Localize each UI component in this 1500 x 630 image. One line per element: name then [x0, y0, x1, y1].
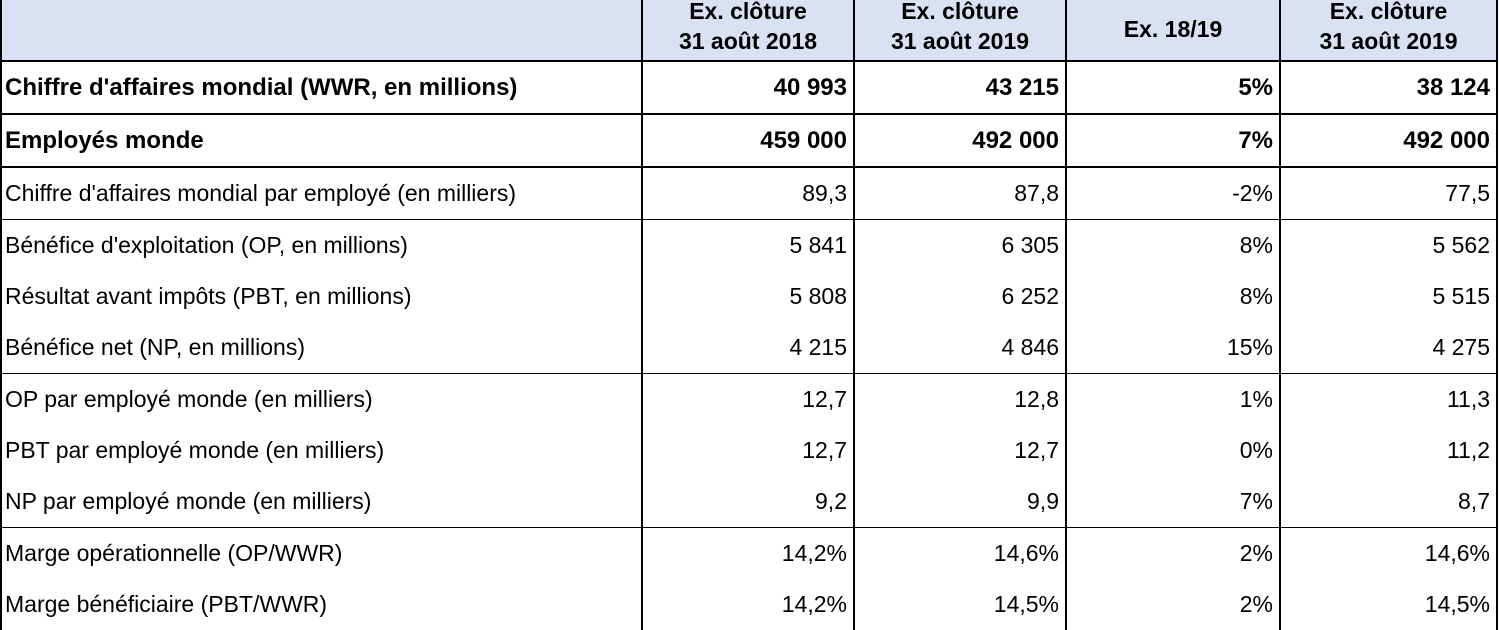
header-col-2: Ex. clôture 31 août 2019 [853, 0, 1067, 62]
row-label: PBT par employé monde (en milliers) [0, 425, 643, 476]
row-value: 15% [1065, 322, 1281, 374]
row-value: 5 808 [641, 271, 855, 322]
row-value: 4 275 [1279, 322, 1498, 374]
row-value: 7% [1065, 114, 1281, 168]
row-value: 5 515 [1279, 271, 1498, 322]
row-value: 5% [1065, 61, 1281, 115]
row-value: 11,2 [1279, 425, 1498, 476]
row-value: 43 215 [853, 61, 1067, 115]
row-label: Bénéfice net (NP, en millions) [0, 322, 643, 374]
header-col-3-line1: Ex. 18/19 [1123, 16, 1223, 42]
header-col-2-line1: Ex. clôture [901, 0, 1019, 24]
row-label: Employés monde [0, 114, 643, 168]
row-value: 2% [1065, 579, 1281, 630]
row-value: 14,5% [853, 579, 1067, 630]
row-value: 4 215 [641, 322, 855, 374]
header-col-2-line2: 31 août 2019 [890, 28, 1030, 54]
table-row: OP par employé monde (en milliers) 12,7 … [0, 373, 1498, 425]
row-label: Marge opérationnelle (OP/WWR) [0, 527, 643, 579]
row-value: 492 000 [1279, 114, 1498, 168]
row-value: 89,3 [641, 167, 855, 220]
header-row: Ex. clôture 31 août 2018 Ex. clôture 31 … [0, 0, 1498, 62]
row-value: 40 993 [641, 61, 855, 115]
row-label: NP par employé monde (en milliers) [0, 476, 643, 528]
row-value: 11,3 [1279, 373, 1498, 425]
row-value: 1% [1065, 373, 1281, 425]
row-value: 5 562 [1279, 219, 1498, 271]
row-value: 12,7 [641, 425, 855, 476]
row-value: 0% [1065, 425, 1281, 476]
row-value: 492 000 [853, 114, 1067, 168]
row-value: 14,6% [853, 527, 1067, 579]
table-row: Bénéfice net (NP, en millions) 4 215 4 8… [0, 322, 1498, 374]
header-label-cell [0, 0, 643, 62]
row-value: 12,8 [853, 373, 1067, 425]
row-value: 14,6% [1279, 527, 1498, 579]
header-col-1: Ex. clôture 31 août 2018 [641, 0, 855, 62]
header-col-1-line1: Ex. clôture [689, 0, 807, 24]
row-value: 9,2 [641, 476, 855, 528]
row-label: Chiffre d'affaires mondial par employé (… [0, 167, 643, 220]
row-value: 5 841 [641, 219, 855, 271]
table-row: Marge bénéficiaire (PBT/WWR) 14,2% 14,5%… [0, 579, 1498, 630]
row-label: Marge bénéficiaire (PBT/WWR) [0, 579, 643, 630]
table-row: Résultat avant impôts (PBT, en millions)… [0, 271, 1498, 322]
row-value: 14,2% [641, 527, 855, 579]
row-value: 8% [1065, 219, 1281, 271]
row-label: Chiffre d'affaires mondial (WWR, en mill… [0, 61, 643, 115]
row-value: 9,9 [853, 476, 1067, 528]
table-row: NP par employé monde (en milliers) 9,2 9… [0, 476, 1498, 528]
header-col-4-line2: 31 août 2019 [1319, 28, 1458, 54]
row-value: 2% [1065, 527, 1281, 579]
row-value: 6 252 [853, 271, 1067, 322]
table-row: Marge opérationnelle (OP/WWR) 14,2% 14,6… [0, 527, 1498, 579]
table-row: Chiffre d'affaires mondial par employé (… [0, 167, 1498, 220]
row-value: -2% [1065, 167, 1281, 220]
table-row: PBT par employé monde (en milliers) 12,7… [0, 425, 1498, 476]
header-col-4-line1: Ex. clôture [1329, 0, 1448, 24]
row-value: 8,7 [1279, 476, 1498, 528]
row-value: 4 846 [853, 322, 1067, 374]
table-row: Employés monde 459 000 492 000 7% 492 00… [0, 114, 1498, 168]
row-value: 12,7 [641, 373, 855, 425]
row-value: 87,8 [853, 167, 1067, 220]
row-value: 6 305 [853, 219, 1067, 271]
row-value: 7% [1065, 476, 1281, 528]
row-label: Bénéfice d'exploitation (OP, en millions… [0, 219, 643, 271]
header-col-3: Ex. 18/19 [1065, 0, 1281, 62]
table-row: Bénéfice d'exploitation (OP, en millions… [0, 219, 1498, 271]
header-col-4: Ex. clôture 31 août 2019 [1279, 0, 1498, 62]
row-value: 77,5 [1279, 167, 1498, 220]
header-col-1-line2: 31 août 2018 [678, 28, 818, 54]
row-value: 14,2% [641, 579, 855, 630]
row-value: 459 000 [641, 114, 855, 168]
row-label: Résultat avant impôts (PBT, en millions) [0, 271, 643, 322]
row-label: OP par employé monde (en milliers) [0, 373, 643, 425]
row-value: 8% [1065, 271, 1281, 322]
row-value: 38 124 [1279, 61, 1498, 115]
table-row: Chiffre d'affaires mondial (WWR, en mill… [0, 61, 1498, 115]
row-value: 14,5% [1279, 579, 1498, 630]
row-value: 12,7 [853, 425, 1067, 476]
